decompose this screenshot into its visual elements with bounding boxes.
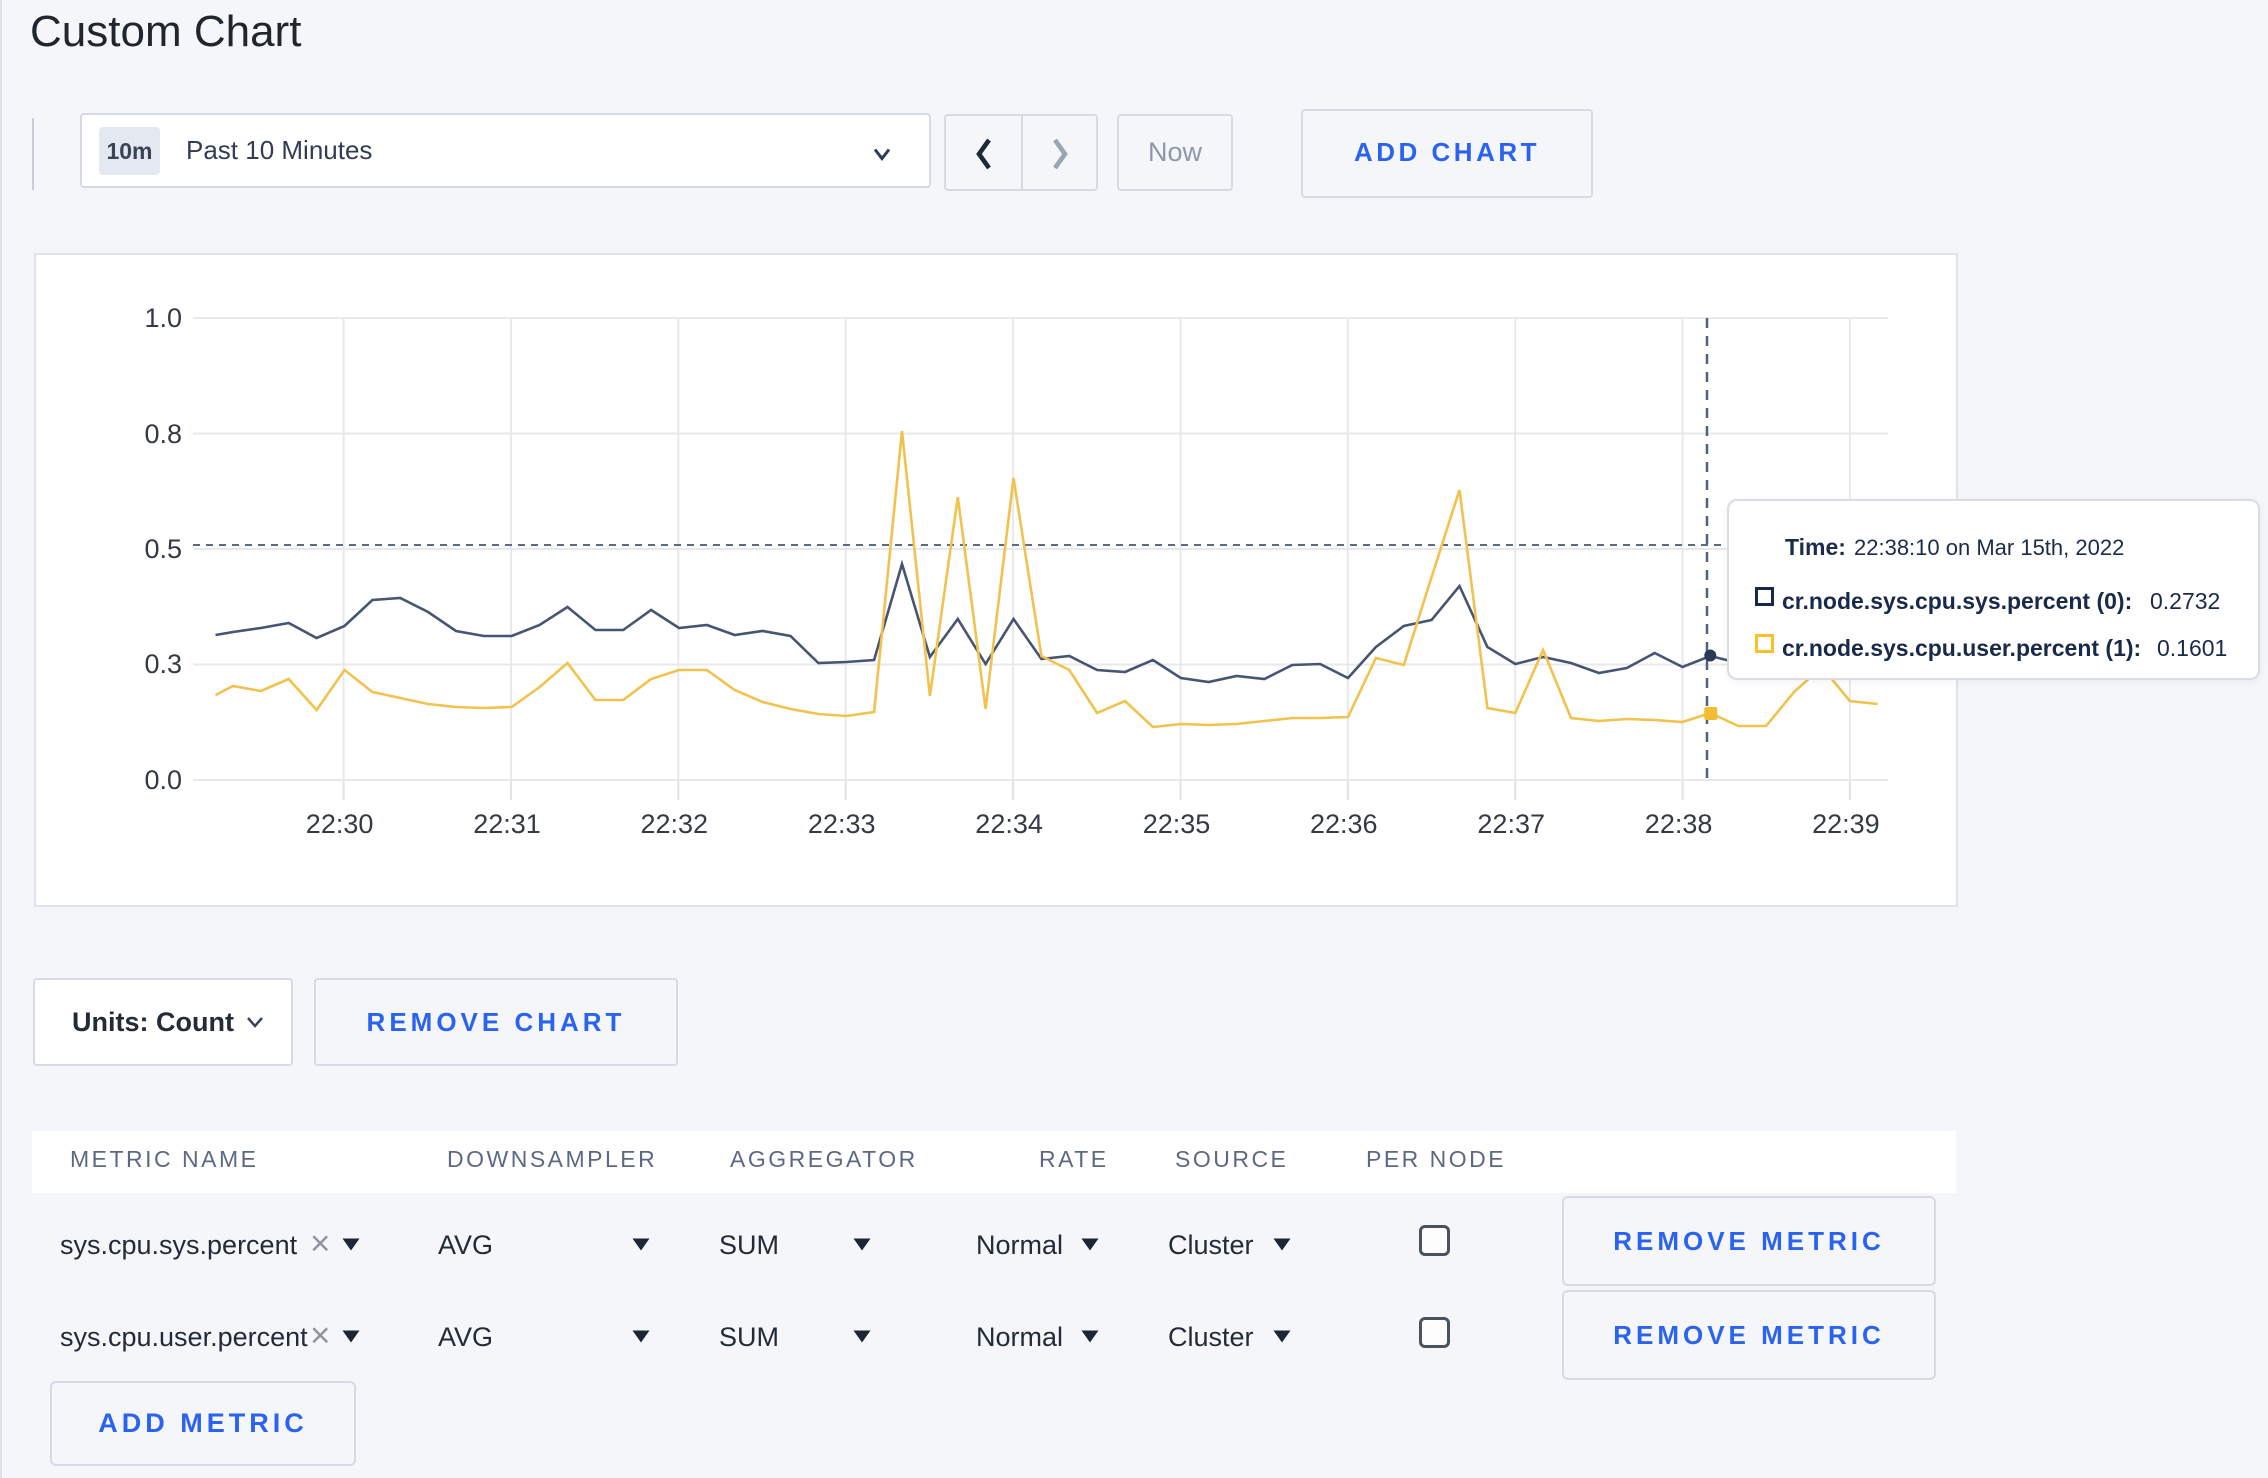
svg-text:0.5: 0.5 (144, 534, 182, 564)
svg-text:22:31: 22:31 (473, 809, 541, 839)
svg-text:0.3: 0.3 (144, 649, 182, 679)
svg-text:0.0: 0.0 (144, 765, 182, 795)
svg-text:22:37: 22:37 (1477, 809, 1545, 839)
svg-text:22:38: 22:38 (1645, 809, 1713, 839)
svg-text:1.0: 1.0 (144, 303, 182, 333)
svg-text:22:33: 22:33 (808, 809, 876, 839)
svg-text:0.8: 0.8 (144, 419, 182, 449)
svg-text:22:34: 22:34 (975, 809, 1043, 839)
svg-text:22:39: 22:39 (1812, 809, 1880, 839)
svg-text:22:30: 22:30 (306, 809, 374, 839)
svg-text:22:32: 22:32 (641, 809, 709, 839)
svg-text:22:36: 22:36 (1310, 809, 1378, 839)
svg-text:22:35: 22:35 (1143, 809, 1211, 839)
